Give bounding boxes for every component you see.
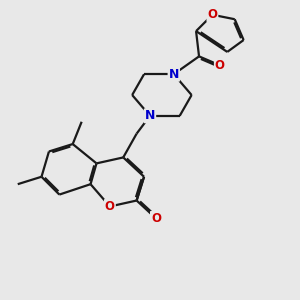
Text: O: O — [207, 8, 218, 21]
Text: N: N — [169, 68, 179, 81]
Text: O: O — [105, 200, 115, 213]
Text: O: O — [215, 59, 225, 72]
Text: N: N — [145, 109, 155, 122]
Text: O: O — [151, 212, 161, 225]
